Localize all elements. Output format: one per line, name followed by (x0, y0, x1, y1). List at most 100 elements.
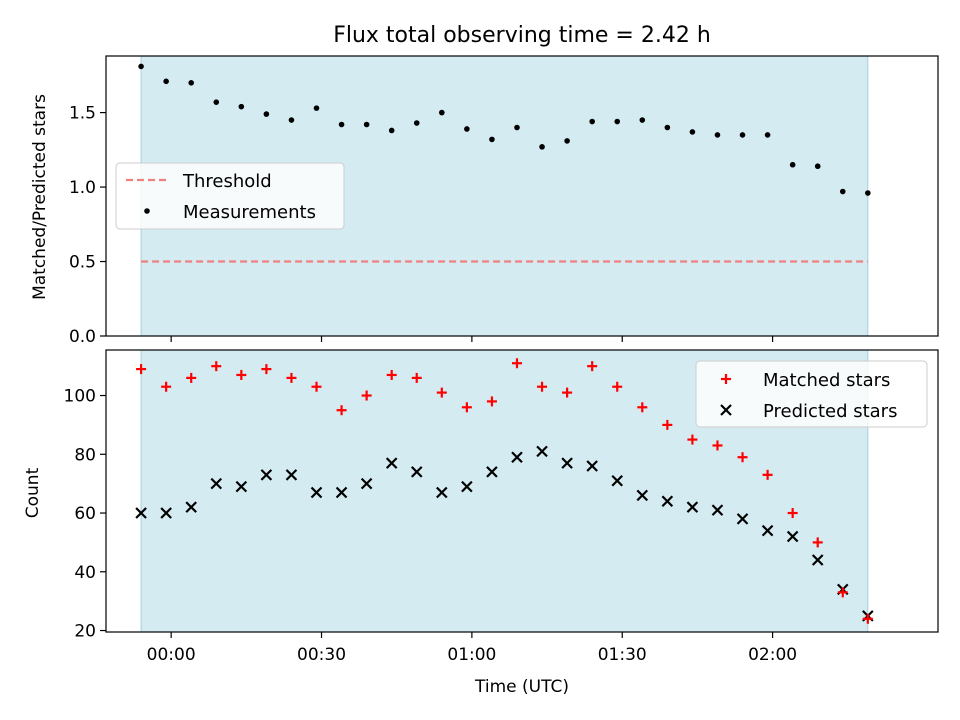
predicted-point (235, 480, 248, 493)
measurement-point (664, 124, 671, 131)
measurement-point (338, 121, 345, 128)
measurement-point (363, 121, 370, 128)
matched-point (336, 405, 347, 416)
predicted-point (511, 451, 523, 463)
predicted-point (586, 460, 598, 472)
predicted-point (686, 501, 699, 513)
legend-matched-swatch (721, 374, 731, 384)
matched-point (436, 387, 447, 398)
predicted-point (335, 486, 348, 499)
top-x-axis (170, 336, 774, 342)
matched-point (286, 372, 297, 383)
matched-point (762, 469, 773, 480)
bottom-x-axis: 00:00 00:30 01:00 01:30 02:00 (147, 632, 797, 665)
predicted-point (711, 504, 724, 516)
x-tick-label: 01:30 (598, 645, 647, 665)
measurement-point (839, 188, 846, 195)
matched-point (587, 361, 598, 372)
measurement-point (514, 124, 520, 131)
top-legend: Threshold Measurements (115, 162, 345, 230)
legend-measurements-swatch (144, 208, 150, 214)
measurement-point (764, 132, 771, 138)
measurement-point (814, 163, 821, 170)
legend-predicted-swatch (720, 404, 732, 416)
predicted-point (561, 457, 573, 469)
measurement-point (464, 126, 470, 132)
predicted-point (436, 486, 448, 499)
matched-point (712, 440, 723, 451)
x-tick-label: 00:30 (297, 645, 346, 665)
predicted-point (135, 507, 147, 519)
matched-point (787, 508, 798, 519)
bottom-axes-frame (105, 349, 939, 633)
y-tick-label: 0.0 (69, 327, 96, 347)
matched-point (637, 402, 648, 413)
matched-point (812, 537, 823, 548)
measurement-point (865, 190, 871, 196)
top-marks (138, 63, 871, 263)
matched-point (411, 372, 422, 383)
matched-point (687, 434, 698, 445)
measurement-point (689, 129, 696, 135)
matched-point (837, 587, 848, 598)
chart-title: Flux total observing time = 2.42 h (333, 23, 711, 48)
x-tick-label: 02:00 (748, 645, 797, 665)
matched-point (236, 369, 247, 380)
measurement-point (163, 78, 169, 85)
predicted-point (360, 477, 373, 490)
measurement-point (388, 127, 395, 134)
bottom-panel: 20 40 60 80 100 00:00 00:30 01:00 01:30 02:00 Co… (23, 349, 939, 697)
measurement-point (238, 103, 245, 110)
matched-point (161, 381, 172, 392)
x-axis-label: Time (UTC) (474, 677, 569, 697)
predicted-point (811, 554, 824, 566)
predicted-point (285, 469, 298, 481)
measurement-point (489, 136, 495, 143)
predicted-point (185, 501, 197, 513)
measurement-point (439, 109, 445, 116)
measurement-point (714, 132, 721, 138)
matched-point (361, 390, 372, 401)
matched-point (311, 381, 322, 392)
predicted-point (385, 457, 398, 469)
predicted-point (310, 486, 323, 499)
legend-predicted-label: Predicted stars (763, 401, 897, 422)
measurement-point (263, 111, 270, 117)
predicted-point (661, 495, 674, 508)
y-tick-label: 40 (74, 563, 96, 583)
measurement-point (413, 120, 420, 126)
measurement-point (288, 117, 295, 123)
bottom-legend: Matched stars Predicted stars (695, 360, 928, 428)
top-axes-frame (105, 55, 939, 337)
predicted-point (636, 489, 649, 502)
predicted-point (461, 480, 473, 493)
matched-point (737, 452, 748, 463)
matched-point (612, 381, 623, 392)
matched-point (211, 361, 222, 372)
matched-point (186, 372, 197, 383)
measurement-point (564, 138, 570, 144)
predicted-point (260, 469, 273, 481)
y-tick-label: 0.5 (69, 253, 96, 273)
matched-point (136, 364, 147, 375)
y-tick-label: 1.0 (69, 178, 96, 198)
measurement-point (539, 144, 545, 150)
measurement-point (213, 99, 220, 105)
top-legend-box (115, 162, 345, 230)
matched-point (537, 381, 548, 392)
bottom-legend-box (695, 360, 928, 428)
measurement-point (138, 63, 144, 70)
predicted-point (210, 477, 223, 490)
matched-point (486, 396, 497, 407)
predicted-point (160, 507, 172, 519)
y-tick-label: 60 (74, 504, 96, 524)
measurement-point (589, 118, 595, 125)
predicted-point (786, 530, 799, 543)
predicted-point (536, 445, 548, 458)
top-ylabel: Matched/Predicted stars (30, 94, 50, 300)
measurement-point (789, 161, 796, 168)
matched-point (261, 364, 272, 375)
predicted-point (410, 466, 423, 478)
top-panel: 0.0 0.5 1.0 1.5 Matched/Predicted stars Thr… (30, 55, 939, 347)
